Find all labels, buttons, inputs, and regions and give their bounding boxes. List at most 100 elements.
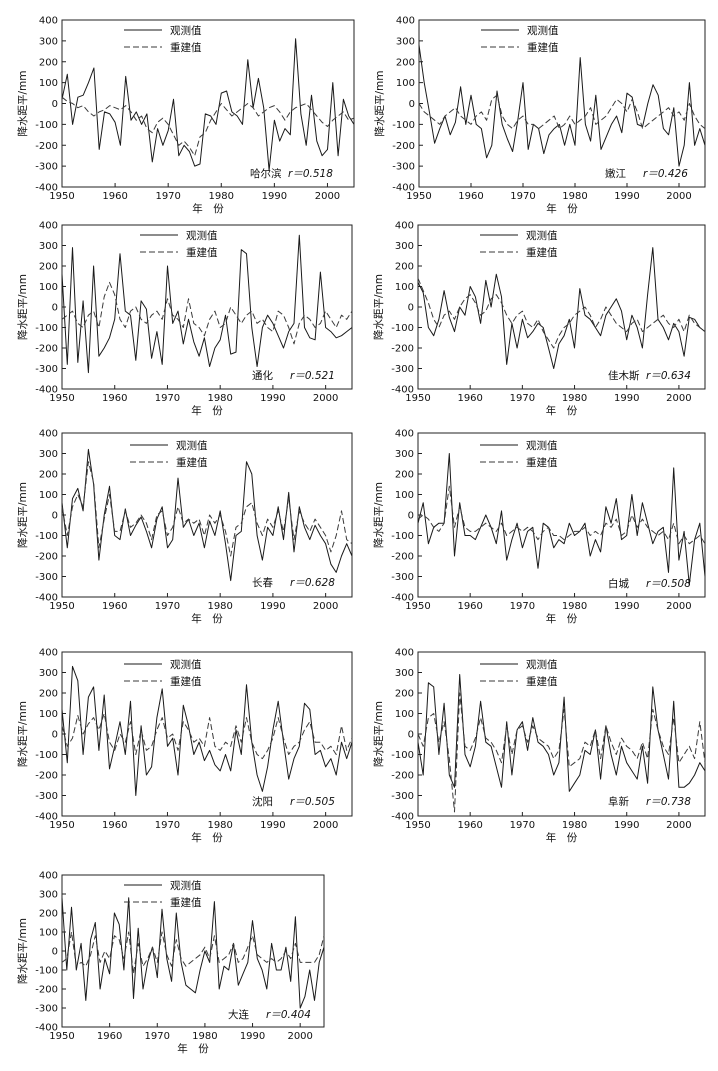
legend-label-reconstructed: 重建值: [526, 456, 558, 469]
correlation-label: r＝0.628: [290, 577, 335, 589]
x-tick-label: 1970: [510, 601, 535, 612]
x-tick-label: 1960: [102, 820, 127, 831]
x-tick-label: 1960: [102, 191, 127, 202]
y-tick-label: -400: [35, 593, 58, 604]
series-line-observed: [61, 665, 353, 796]
legend-label-reconstructed: 重建值: [186, 246, 218, 259]
y-tick-label: -300: [35, 162, 58, 173]
plot-frame: [417, 224, 706, 390]
x-tick-label: 1990: [614, 393, 639, 404]
x-tick-label: 2000: [666, 820, 691, 831]
x-tick-label: 1990: [260, 393, 285, 404]
y-tick-label: -300: [35, 791, 58, 802]
y-tick-label: -200: [391, 552, 414, 563]
y-tick-label: -200: [35, 344, 58, 355]
y-axis-label: 降水距平/mm: [372, 482, 385, 548]
y-tick-label: 100: [39, 282, 58, 293]
station-label: 哈尔滨: [250, 167, 282, 180]
y-tick-label: -300: [391, 572, 414, 583]
x-tick-label: 1950: [405, 393, 430, 404]
y-tick-label: 300: [396, 36, 415, 47]
series-line-reconstructed: [61, 931, 325, 975]
x-tick-label: 1980: [207, 820, 232, 831]
y-tick-label: -400: [35, 812, 58, 823]
series-line-reconstructed: [61, 713, 353, 760]
x-tick-label: 1980: [207, 601, 232, 612]
y-tick-label: 400: [395, 429, 414, 440]
y-tick-label: -400: [35, 183, 58, 194]
y-tick-label: -100: [391, 323, 414, 334]
x-tick-label: 2000: [315, 191, 340, 202]
y-axis-label: 降水距平/mm: [16, 918, 29, 984]
legend-label-observed: 观测值: [176, 439, 208, 452]
y-tick-label: -200: [35, 985, 58, 996]
y-tick-label: -300: [35, 1004, 58, 1015]
y-tick-label: -200: [35, 141, 58, 152]
y-tick-label: 400: [395, 221, 414, 232]
station-label: 阜新: [608, 795, 629, 808]
y-tick-label: 300: [39, 668, 58, 679]
correlation-label: r＝0.521: [290, 370, 335, 382]
x-tick-label: 1970: [510, 393, 535, 404]
y-tick-label: -100: [391, 750, 414, 761]
y-tick-label: 200: [39, 470, 58, 481]
x-tick-label: 1990: [262, 191, 287, 202]
x-tick-label: 1980: [209, 191, 234, 202]
y-tick-label: -300: [392, 162, 415, 173]
series-line-observed: [61, 38, 355, 171]
legend-label-reconstructed: 重建值: [170, 896, 202, 909]
x-tick-label: 1970: [510, 191, 535, 202]
y-tick-label: 400: [39, 16, 58, 27]
y-tick-label: 0: [408, 303, 414, 314]
y-tick-label: 300: [39, 890, 58, 901]
y-tick-label: 200: [39, 909, 58, 920]
y-tick-label: -100: [391, 531, 414, 542]
y-tick-label: 300: [39, 449, 58, 460]
y-tick-label: -200: [35, 552, 58, 563]
y-tick-label: -400: [35, 1023, 58, 1034]
y-tick-label: 100: [39, 78, 58, 89]
y-tick-label: 100: [395, 490, 414, 501]
y-tick-label: 300: [395, 449, 414, 460]
x-tick-label: 1950: [49, 601, 74, 612]
correlation-label: r＝0.634: [646, 370, 691, 382]
plot-frame: [418, 19, 706, 188]
correlation-label: r＝0.738: [646, 796, 691, 808]
x-tick-label: 1970: [155, 191, 180, 202]
y-axis-label: 降水距平/mm: [373, 71, 386, 137]
y-tick-label: -400: [391, 812, 414, 823]
y-tick-label: 300: [39, 36, 58, 47]
correlation-label: r＝0.404: [266, 1009, 311, 1021]
legend-label-reconstructed: 重建值: [526, 246, 558, 259]
x-tick-label: 1960: [97, 1031, 122, 1042]
y-tick-label: -100: [35, 120, 58, 131]
station-label: 白城: [608, 577, 629, 590]
y-tick-label: -400: [392, 183, 415, 194]
x-tick-label: 1960: [457, 601, 482, 612]
x-tick-label: 1970: [145, 1031, 170, 1042]
y-tick-label: 400: [39, 429, 58, 440]
series-line-reconstructed: [61, 96, 355, 157]
correlation-label: r＝0.518: [288, 168, 333, 180]
x-tick-label: 2000: [666, 601, 691, 612]
x-tick-label: 2000: [313, 393, 338, 404]
y-tick-label: 0: [52, 947, 58, 958]
y-tick-label: 0: [408, 730, 414, 741]
y-tick-label: 400: [396, 16, 415, 27]
y-tick-label: -300: [35, 572, 58, 583]
series-line-observed: [418, 44, 706, 167]
y-tick-label: -400: [391, 385, 414, 396]
legend-label-observed: 观测值: [170, 658, 202, 671]
y-tick-label: -100: [35, 966, 58, 977]
x-tick-label: 1980: [562, 601, 587, 612]
y-tick-label: 200: [39, 689, 58, 700]
legend-label-observed: 观测值: [526, 229, 558, 242]
y-tick-label: -200: [35, 771, 58, 782]
x-axis-label: 年 份: [191, 831, 223, 844]
x-tick-label: 1970: [155, 820, 180, 831]
